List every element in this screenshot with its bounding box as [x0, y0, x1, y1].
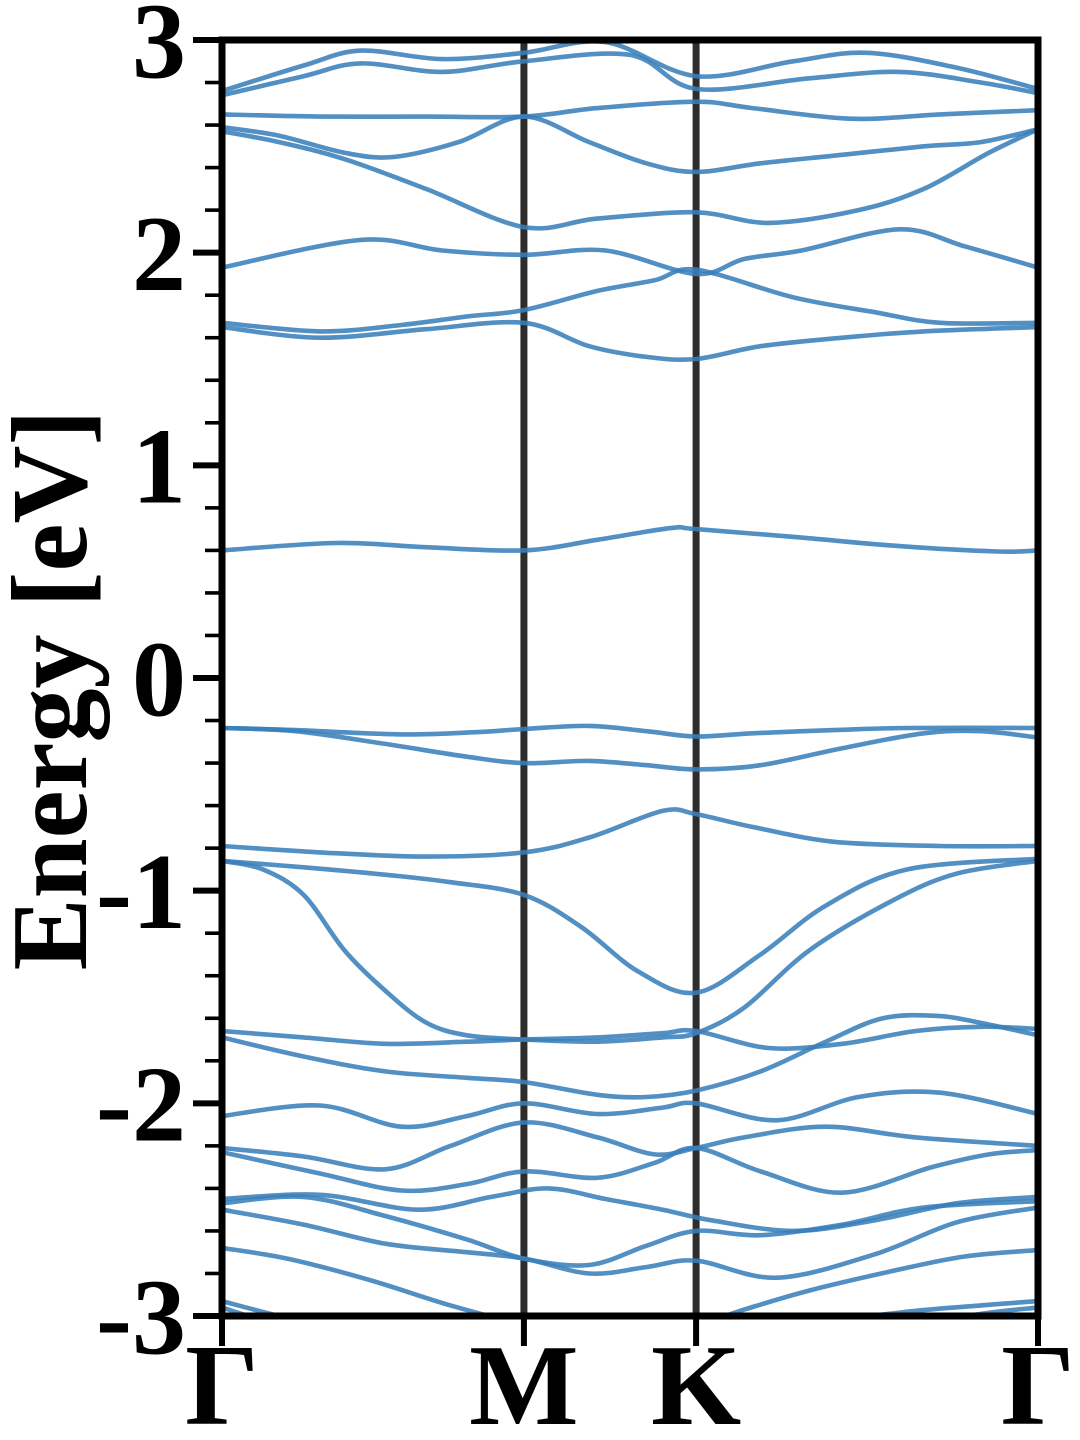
- axes-frame: [218, 36, 1042, 1320]
- band-curve-11: [222, 725, 1038, 772]
- x-tick-label-K-2: K: [651, 1322, 741, 1440]
- band-curve-23: [222, 1245, 1038, 1316]
- x-tick-label-Γ-3: Γ: [1001, 1322, 1075, 1440]
- x-tick-label-Γ-0: Γ: [185, 1322, 259, 1440]
- band-curve-8: [222, 319, 1038, 363]
- band-curve-19: [222, 1145, 1038, 1196]
- band-curve-12: [222, 807, 1038, 859]
- y-tick-label-1: 1: [132, 408, 186, 527]
- band-curve-18: [222, 1120, 1038, 1172]
- y-tick-label--1: -1: [96, 833, 186, 952]
- y-tick-label-2: 2: [132, 195, 186, 314]
- y-tick-label--3: -3: [96, 1258, 186, 1377]
- band-curve-3: [222, 99, 1038, 122]
- band-curve-5: [222, 127, 1038, 231]
- band-curve-15: [222, 1024, 1038, 1051]
- band-curve-16: [222, 1012, 1038, 1100]
- y-axis-label: Energy [eV]: [0, 410, 110, 971]
- y-tick-label-3: 3: [132, 0, 186, 101]
- band-curve-14: [222, 858, 1038, 1045]
- band-curve-13: [222, 856, 1038, 996]
- bands-group: [222, 40, 1038, 1316]
- band-curve-7: [222, 266, 1038, 334]
- band-curve-20: [222, 1186, 1038, 1234]
- band-curve-4: [222, 114, 1038, 175]
- band-curve-10: [222, 723, 1038, 739]
- band-curve-9: [222, 524, 1038, 554]
- band-curve-17: [222, 1089, 1038, 1130]
- band-curve-6: [222, 226, 1038, 277]
- band-curve-22: [222, 1205, 1038, 1281]
- band-curve-24: [222, 1298, 1038, 1316]
- y-tick-label--2: -2: [96, 1046, 186, 1165]
- band-curve-2: [222, 51, 1038, 98]
- band-curve-21: [222, 1194, 1038, 1268]
- x-tick-label-M-1: M: [469, 1322, 579, 1440]
- y-tick-label-0: 0: [132, 620, 186, 739]
